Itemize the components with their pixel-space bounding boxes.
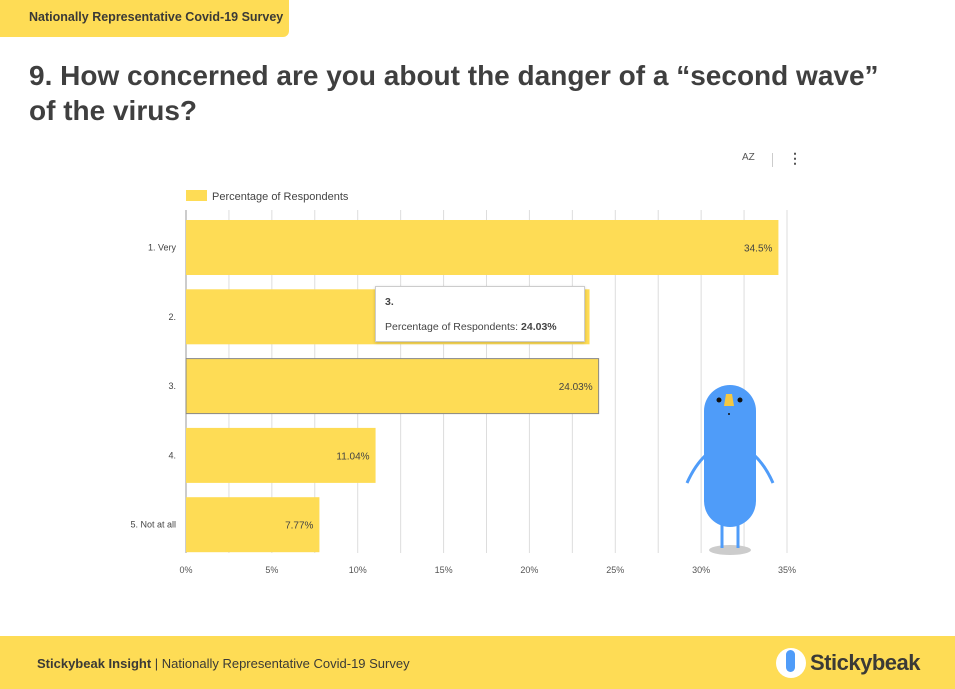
x-tick-label: 15%	[435, 565, 453, 575]
data-label: 11.04%	[336, 451, 369, 462]
tooltip: 3. Percentage of Respondents: 24.03%	[375, 286, 585, 342]
tooltip-value: 24.03%	[521, 321, 557, 333]
bar[interactable]	[185, 358, 600, 415]
data-label: 7.77%	[285, 521, 313, 532]
tooltip-category: 3.	[385, 296, 394, 308]
toolbar-divider	[772, 153, 773, 167]
x-tick-label: 5%	[265, 565, 278, 575]
survey-tag: Nationally Representative Covid-19 Surve…	[0, 0, 289, 37]
tooltip-series: Percentage of Respondents:	[385, 321, 522, 333]
footer-brand: Stickybeak Insight	[37, 656, 152, 671]
logo-text: Stickybeak	[810, 650, 920, 675]
bar[interactable]	[186, 497, 320, 553]
sort-az-button[interactable]: AZ	[742, 152, 755, 163]
legend-label: Percentage of Respondents	[212, 191, 349, 203]
more-menu-icon[interactable]: ⋮	[788, 150, 802, 166]
legend-swatch	[186, 190, 207, 201]
bird-mascot-icon	[685, 385, 775, 555]
bar[interactable]	[186, 220, 779, 275]
bird-logo-icon	[776, 648, 806, 678]
data-label: 24.03%	[559, 382, 593, 393]
x-tick-label: 0%	[179, 565, 192, 575]
data-label: 34.5%	[744, 244, 772, 255]
category-label: 5. Not at all	[130, 520, 176, 530]
x-tick-label: 10%	[349, 565, 367, 575]
x-tick-label: 25%	[606, 565, 624, 575]
x-tick-label: 20%	[520, 565, 538, 575]
category-label: 4.	[168, 450, 176, 460]
x-tick-label: 35%	[778, 565, 796, 575]
x-tick-label: 30%	[692, 565, 710, 575]
footer: Stickybeak Insight | Nationally Represen…	[0, 636, 955, 689]
footer-text: | Nationally Representative Covid-19 Sur…	[151, 656, 410, 671]
category-label: 3.	[168, 381, 176, 391]
page-title: 9. How concerned are you about the dange…	[29, 60, 879, 126]
bar[interactable]	[186, 427, 376, 483]
category-label: 2.	[168, 312, 176, 322]
stickybeak-logo: Stickybeak	[776, 646, 920, 680]
category-label: 1. Very	[148, 243, 177, 253]
